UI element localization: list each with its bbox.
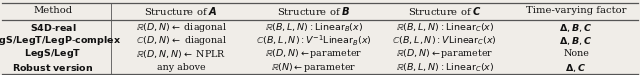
Text: $\boldsymbol{\Delta}, \boldsymbol{B}, \boldsymbol{C}$: $\boldsymbol{\Delta}, \boldsymbol{B}, \b…: [559, 35, 593, 47]
Text: $\mathbb{R}(D, N) \leftarrow$parameter: $\mathbb{R}(D, N) \leftarrow$parameter: [265, 47, 362, 60]
Text: $\boldsymbol{\Delta}, \boldsymbol{C}$: $\boldsymbol{\Delta}, \boldsymbol{C}$: [566, 61, 586, 74]
Text: $\mathbb{C}(B, L, N) : V^{-1}\mathrm{Linear}_B(x)$: $\mathbb{C}(B, L, N) : V^{-1}\mathrm{Lin…: [256, 34, 371, 48]
Text: Structure of $\boldsymbol{B}$: Structure of $\boldsymbol{B}$: [276, 5, 351, 17]
Text: $\mathbb{R}(D, N) \leftarrow$parameter: $\mathbb{R}(D, N) \leftarrow$parameter: [396, 47, 493, 60]
Text: $\mathbb{R}(B, L, N) : \mathrm{Linear}_C(x)$: $\mathbb{R}(B, L, N) : \mathrm{Linear}_C…: [396, 22, 494, 34]
Text: any above: any above: [157, 63, 205, 72]
Text: $\mathbb{R}(B, L, N) : \mathrm{Linear}_C(x)$: $\mathbb{R}(B, L, N) : \mathrm{Linear}_C…: [396, 61, 494, 74]
Text: Structure of $\boldsymbol{A}$: Structure of $\boldsymbol{A}$: [144, 5, 218, 17]
Text: $\mathbf{Robust\ version}$: $\mathbf{Robust\ version}$: [12, 62, 94, 73]
Text: $\mathbf{LegS/LegT}$: $\mathbf{LegS/LegT}$: [24, 47, 82, 60]
Text: $\mathbb{R}(B, L, N) : \mathrm{Linear}_B(x)$: $\mathbb{R}(B, L, N) : \mathrm{Linear}_B…: [264, 22, 363, 34]
Text: Method: Method: [33, 6, 73, 15]
Text: $\mathbb{R}(N) \leftarrow$parameter: $\mathbb{R}(N) \leftarrow$parameter: [271, 61, 356, 74]
Text: Time-varying factor: Time-varying factor: [525, 6, 627, 15]
Text: $\boldsymbol{\Delta}, \boldsymbol{B}, \boldsymbol{C}$: $\boldsymbol{\Delta}, \boldsymbol{B}, \b…: [559, 22, 593, 34]
Text: Structure of $\boldsymbol{C}$: Structure of $\boldsymbol{C}$: [408, 5, 482, 17]
Text: $\mathbb{C}(D, N) \leftarrow$ diagonal: $\mathbb{C}(D, N) \leftarrow$ diagonal: [136, 34, 227, 47]
Text: $\mathbf{LegS/LegT/LegP\text{-}complex}$: $\mathbf{LegS/LegT/LegP\text{-}complex}$: [0, 34, 121, 47]
Text: $\mathbf{S4D\text{-}real}$: $\mathbf{S4D\text{-}real}$: [29, 22, 77, 33]
Text: $\mathbb{C}(B, L, N) : V\mathrm{Linear}_C(x)$: $\mathbb{C}(B, L, N) : V\mathrm{Linear}_…: [392, 35, 497, 47]
Text: $\mathbb{R}(D, N, N) \leftarrow$ NPLR: $\mathbb{R}(D, N, N) \leftarrow$ NPLR: [136, 48, 227, 60]
Text: None: None: [563, 49, 589, 58]
Text: $\mathbb{R}(D, N) \leftarrow$ diagonal: $\mathbb{R}(D, N) \leftarrow$ diagonal: [136, 21, 227, 34]
